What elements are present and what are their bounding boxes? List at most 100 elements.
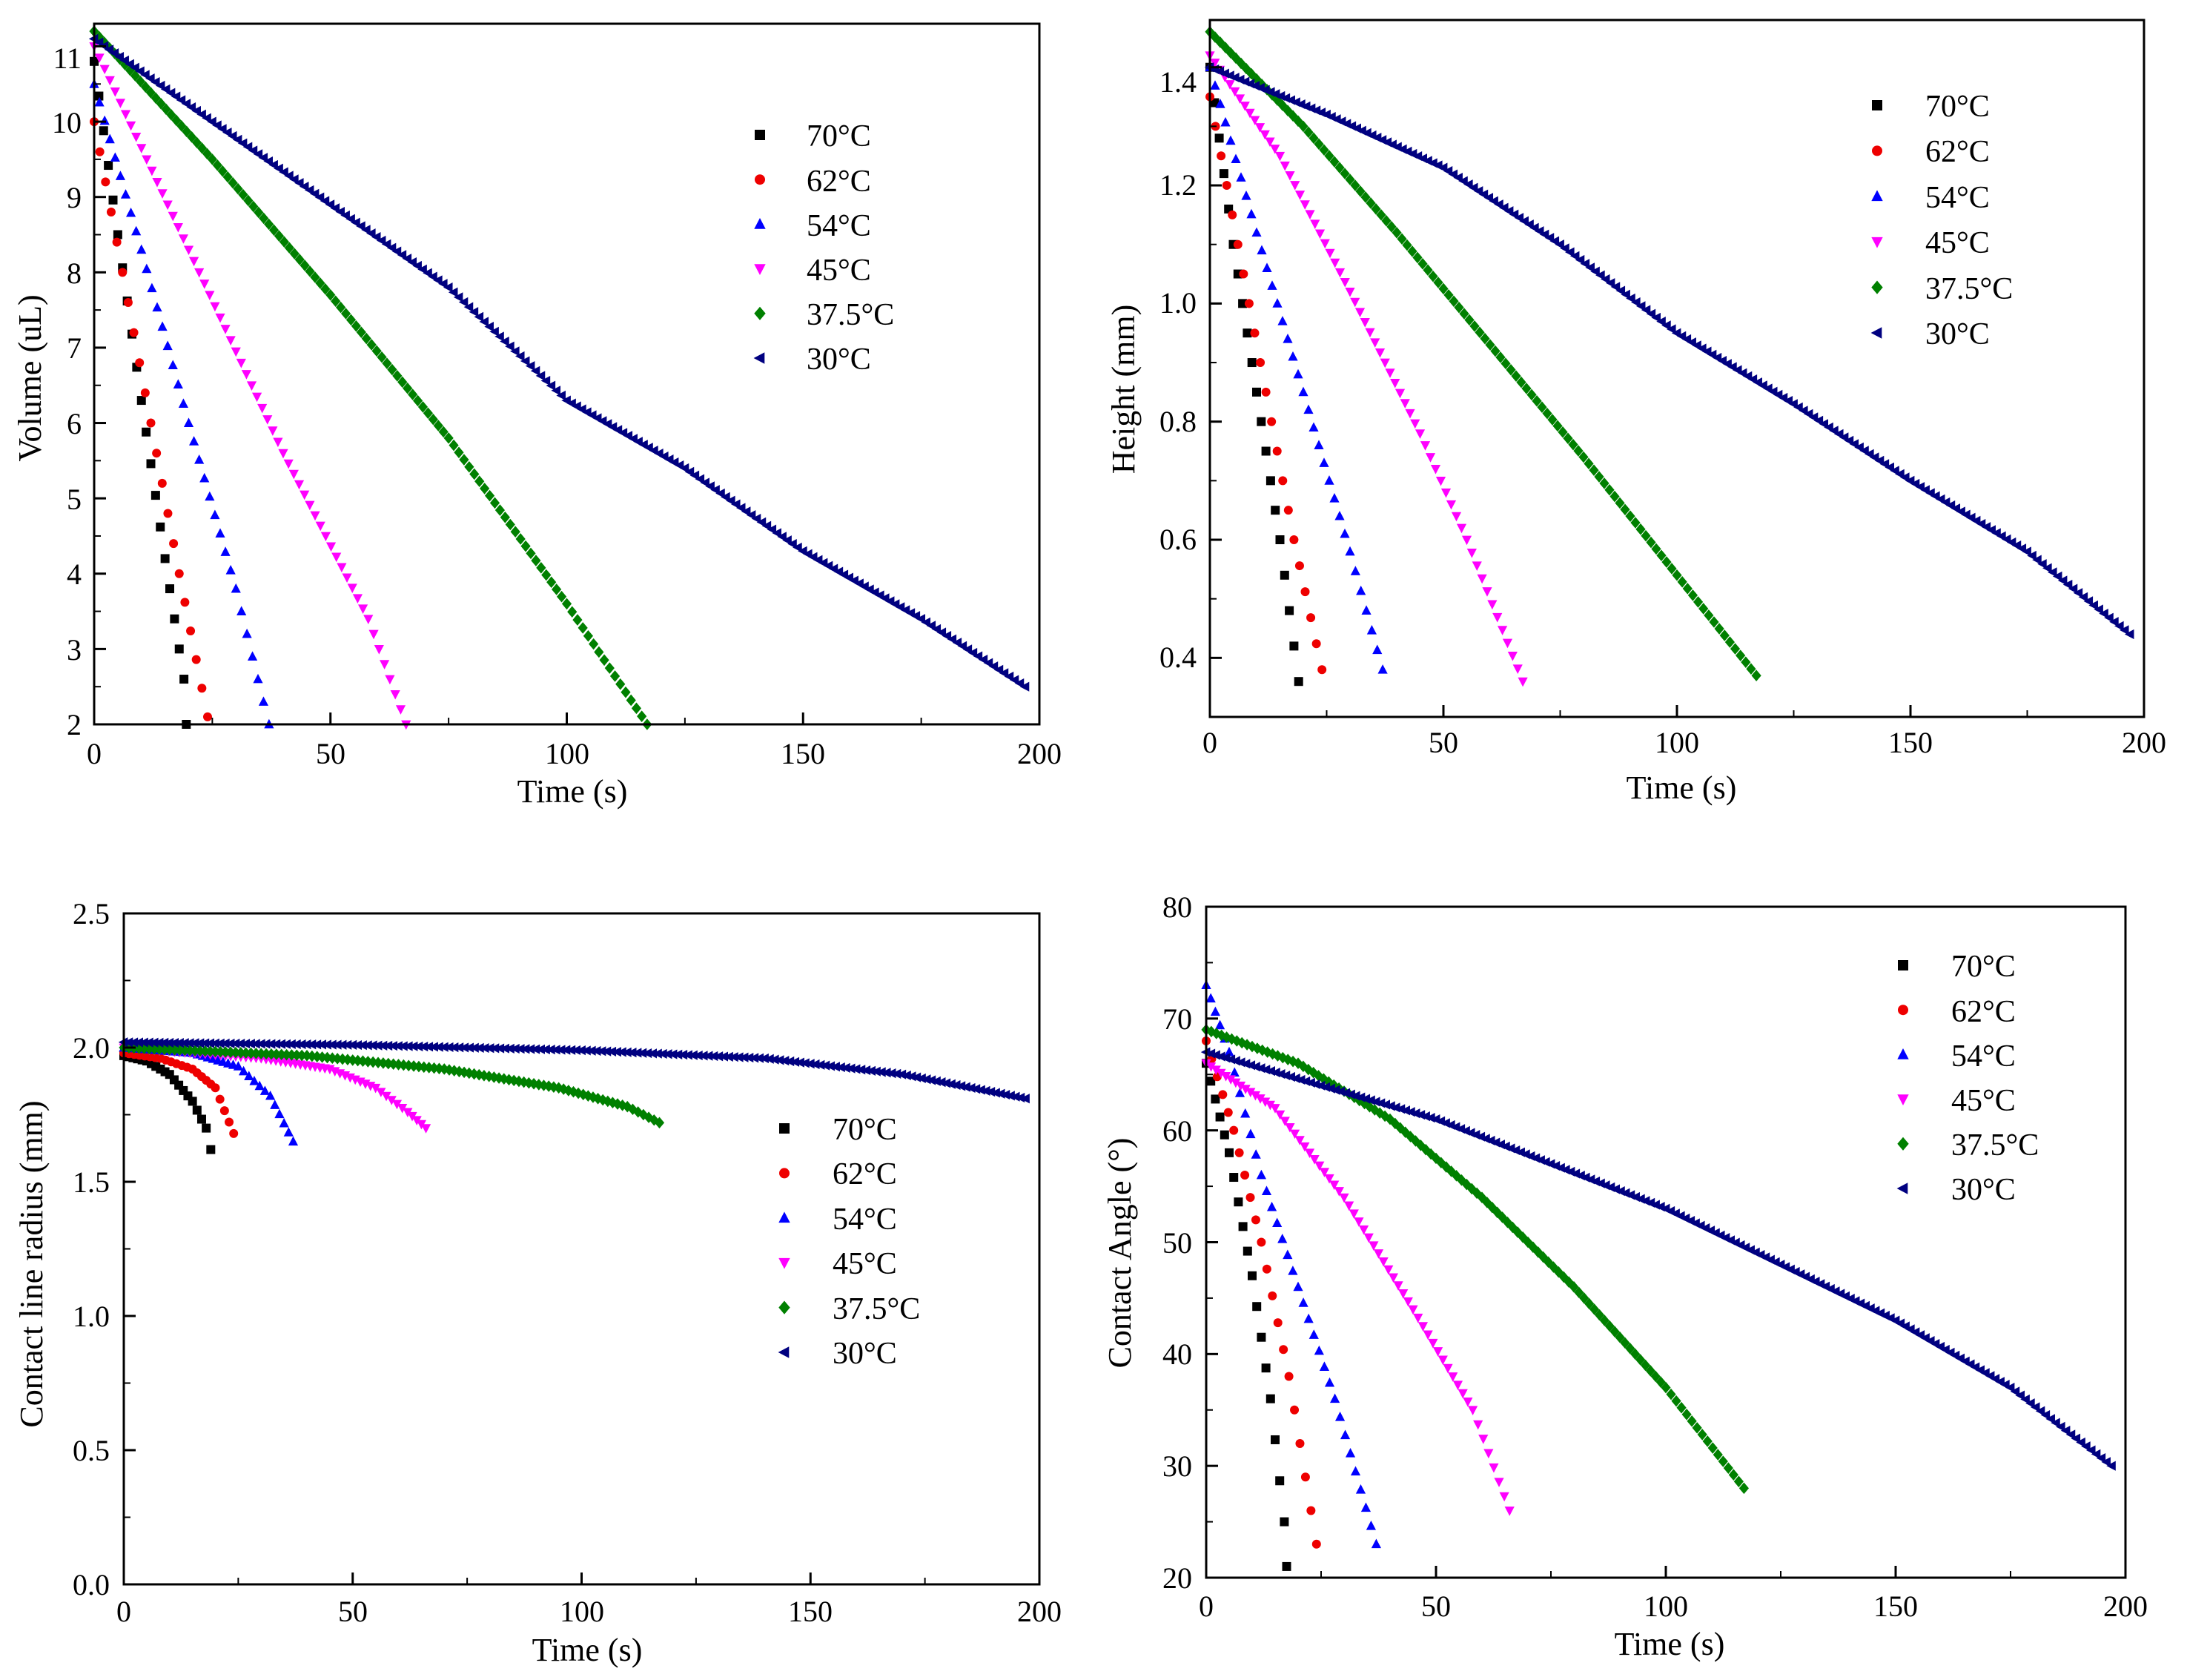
data-point [1234, 94, 1245, 105]
data-point [1366, 624, 1377, 635]
data-point [240, 1039, 251, 1049]
data-point [1218, 1090, 1228, 1099]
data-point [1430, 465, 1441, 474]
data-point [1211, 1094, 1220, 1104]
data-point [1482, 1197, 1492, 1208]
data-point [152, 177, 162, 188]
data-point [305, 265, 315, 277]
data-point [390, 689, 400, 700]
data-point [1410, 419, 1420, 429]
radius-xtick-label: 150 [788, 1595, 833, 1628]
data-point [1265, 476, 1275, 486]
data-point [1319, 144, 1329, 156]
data-point [1371, 203, 1381, 215]
data-point [1473, 1420, 1483, 1430]
data-point [180, 598, 190, 607]
height-ytick-label: 0.4 [1159, 641, 1197, 674]
data-point [417, 401, 429, 413]
data-point [200, 1045, 211, 1057]
data-point [1504, 1507, 1515, 1516]
data-point [1214, 133, 1224, 143]
data-point [1220, 1072, 1231, 1082]
data-point [520, 540, 531, 552]
data-point [1358, 1225, 1369, 1235]
data-point [1477, 1191, 1487, 1203]
data-point [990, 1088, 1000, 1098]
data-point [144, 1037, 153, 1048]
data-point [2085, 1445, 2096, 1455]
data-point [408, 1041, 418, 1051]
data-point [1329, 1180, 1340, 1191]
data-point [133, 1037, 143, 1048]
data-point [1620, 1337, 1630, 1349]
data-point [1709, 616, 1719, 628]
data-point [1219, 169, 1228, 179]
data-point [387, 363, 397, 376]
data-point [1646, 308, 1656, 319]
data-point [1461, 535, 1472, 546]
data-point [1407, 245, 1417, 257]
volume-ytick-label: 7 [67, 331, 82, 365]
data-point [1518, 677, 1528, 687]
data-point [231, 1046, 241, 1059]
data-point [300, 259, 310, 271]
data-point [174, 1038, 184, 1048]
data-point [1537, 401, 1547, 414]
data-point [398, 1041, 408, 1051]
data-point [1466, 548, 1477, 558]
data-point [203, 712, 212, 721]
data-point [300, 490, 310, 500]
data-point [95, 147, 105, 156]
data-point [453, 292, 463, 302]
data-point [662, 1049, 672, 1059]
data-point [1741, 656, 1751, 668]
data-point [449, 1042, 459, 1053]
series-volume-62C [90, 117, 212, 721]
data-point [637, 710, 647, 722]
data-point [140, 388, 150, 397]
data-point [242, 628, 252, 638]
radius-x-axis-label: Time (s) [532, 1632, 643, 1668]
data-point [188, 436, 199, 446]
data-point [1687, 1415, 1697, 1427]
data-point [1621, 289, 1630, 300]
data-point [1609, 490, 1620, 503]
data-point [161, 103, 171, 116]
data-point [146, 459, 156, 469]
data-point [761, 520, 772, 531]
data-point [225, 1038, 235, 1049]
data-point [1431, 1152, 1441, 1165]
data-point [268, 159, 278, 171]
data-point [392, 370, 403, 382]
data-point [683, 1050, 692, 1060]
data-point [1306, 1506, 1316, 1515]
data-point [1380, 358, 1390, 368]
data-point [581, 1045, 591, 1056]
data-point [185, 1045, 195, 1056]
data-point [1317, 665, 1327, 675]
data-point [756, 517, 767, 528]
data-point [347, 1039, 357, 1050]
data-point [381, 1091, 391, 1102]
data-point [1443, 1363, 1453, 1374]
data-point [735, 503, 746, 513]
data-point [1463, 1398, 1473, 1407]
series-angle-30C [1200, 1047, 2116, 1471]
data-point [1245, 108, 1255, 119]
data-point [1252, 1302, 1262, 1312]
radius-ytick-label: 1.5 [73, 1165, 110, 1199]
data-point [1282, 1561, 1291, 1571]
data-point [363, 615, 374, 624]
data-point [439, 1042, 449, 1052]
data-point [1271, 1435, 1280, 1444]
data-point [1267, 417, 1277, 426]
angle-ytick-label: 40 [1162, 1337, 1192, 1371]
data-point [1235, 1081, 1246, 1091]
data-point [356, 326, 366, 338]
data-point [741, 506, 751, 517]
data-point [1320, 239, 1330, 249]
data-point [1677, 576, 1687, 588]
data-point [1494, 1478, 1504, 1487]
data-point [253, 149, 263, 159]
data-point [155, 80, 165, 91]
